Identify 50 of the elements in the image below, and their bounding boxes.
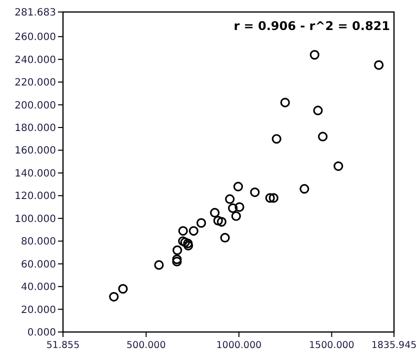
point bbox=[172, 245, 182, 256]
point bbox=[210, 208, 220, 218]
point bbox=[250, 187, 260, 198]
point bbox=[233, 182, 243, 192]
y-tick-label: 40.000 bbox=[21, 282, 56, 294]
point bbox=[310, 50, 320, 60]
point bbox=[231, 211, 241, 221]
point bbox=[109, 292, 119, 302]
point bbox=[188, 226, 198, 236]
point bbox=[374, 60, 384, 70]
point bbox=[225, 194, 235, 204]
point bbox=[268, 193, 278, 203]
point bbox=[213, 216, 223, 226]
x-tick-label: 500.000 bbox=[126, 340, 166, 351]
y-tick-label: 120.000 bbox=[14, 191, 56, 202]
y-tick-label: 60.000 bbox=[21, 259, 56, 270]
x-tick-label: 1000.000 bbox=[216, 340, 262, 351]
point bbox=[172, 254, 182, 264]
point bbox=[228, 203, 238, 213]
y-tick-label: 281.683 bbox=[14, 8, 56, 18]
y-tick-label: 140.000 bbox=[14, 168, 56, 180]
y-tick-label: 260.000 bbox=[14, 32, 56, 44]
annotation: r = 0.906 - r^2 = 0.821 bbox=[234, 19, 390, 33]
y-tick-label: 0.000 bbox=[27, 328, 56, 338]
point bbox=[234, 202, 244, 212]
point bbox=[178, 226, 188, 236]
point bbox=[118, 284, 128, 294]
point bbox=[172, 256, 182, 266]
point bbox=[216, 217, 226, 227]
y-tick-label: 200.000 bbox=[14, 100, 56, 112]
point bbox=[154, 260, 164, 270]
point bbox=[300, 184, 310, 194]
y-tick-label: 100.000 bbox=[14, 214, 56, 225]
x-tick-label: 51.855 bbox=[46, 340, 80, 351]
point bbox=[334, 161, 344, 171]
point bbox=[265, 193, 275, 203]
y-tick-label: 180.000 bbox=[14, 123, 56, 134]
point bbox=[318, 132, 328, 142]
y-tick-label: 240.000 bbox=[14, 54, 56, 66]
point bbox=[196, 218, 206, 228]
y-tick-label: 160.000 bbox=[14, 146, 56, 157]
point bbox=[280, 98, 290, 108]
y-tick-label: 20.000 bbox=[21, 304, 56, 316]
point bbox=[220, 232, 230, 243]
y-tick-label: 220.000 bbox=[14, 78, 56, 89]
y-tick-label: 80.000 bbox=[21, 236, 56, 248]
x-tick-label: 1500.000 bbox=[309, 340, 354, 351]
point bbox=[272, 134, 282, 144]
x-tick-label: 1835.945 bbox=[371, 340, 417, 351]
point bbox=[313, 106, 323, 116]
